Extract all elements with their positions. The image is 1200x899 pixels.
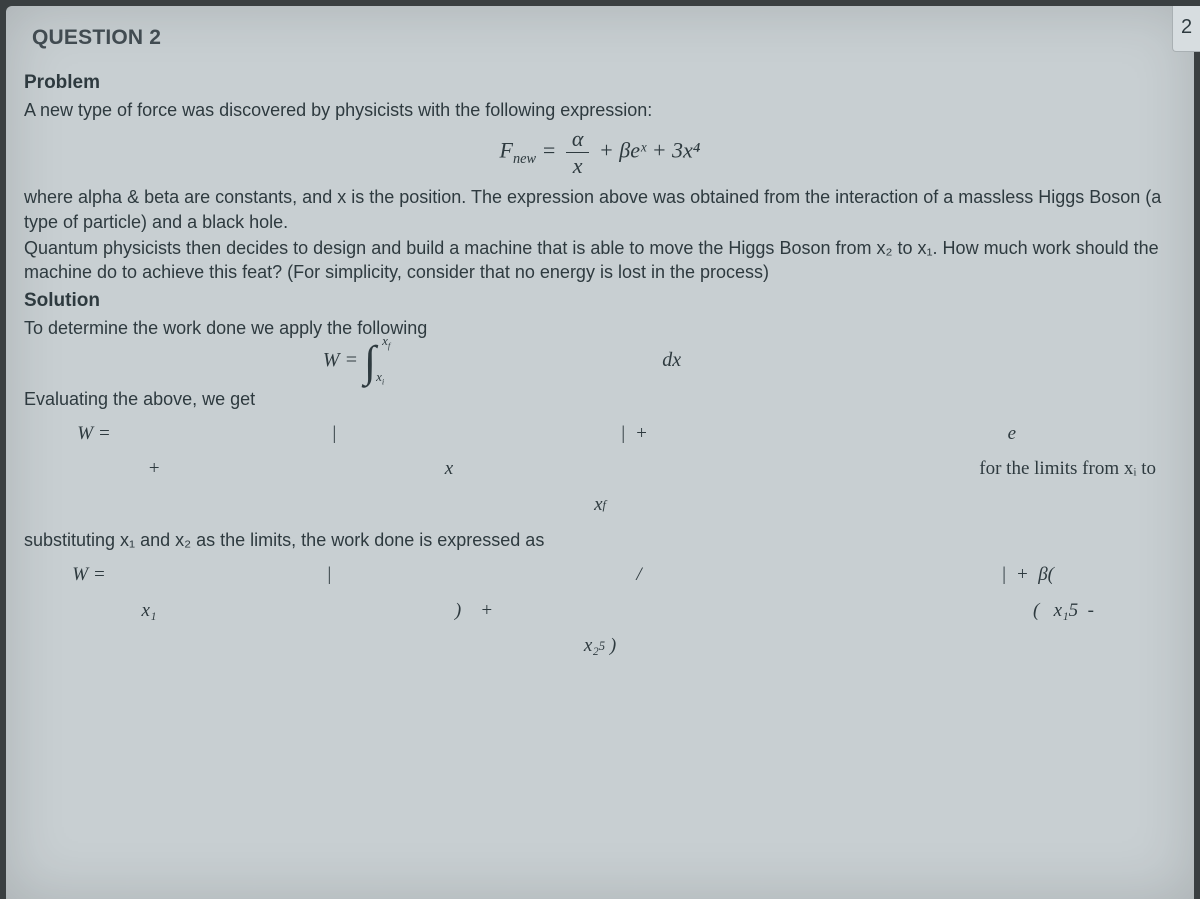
force-lhs-sub: new: [513, 151, 536, 167]
eval-r3-xf-base: x: [594, 492, 602, 518]
sub-r1-bar: |: [154, 562, 504, 588]
sub-r1-slash: /: [504, 562, 774, 588]
eval-r2-x: x: [284, 456, 614, 482]
sub-r1-weq: W =: [24, 562, 154, 588]
eval-r1-weq: W =: [24, 421, 164, 447]
eval-row-1: W = | | + e: [24, 421, 1176, 447]
sub-r3-closeparen: ): [605, 633, 616, 659]
work-equals: W =: [24, 347, 364, 374]
monitor-frame: 2 QUESTION 2 Problem A new type of force…: [0, 0, 1200, 899]
eval-r1-bar1: |: [164, 421, 504, 447]
sub-row-3: x₂5 ): [24, 633, 1176, 659]
page-corner-tag: 2: [1172, 6, 1200, 52]
sub-r2-x1: x₁: [24, 598, 274, 624]
sub-r2-x15: ( x₁5 -: [794, 598, 1124, 624]
solution-intro: To determine the work done we apply the …: [24, 316, 1176, 340]
sub-r2-paren-plus: ) +: [274, 598, 674, 624]
eval-r1-barplus: | +: [504, 421, 764, 447]
integral-lower-sub: i: [382, 377, 384, 387]
fraction-denominator: x: [566, 153, 590, 177]
problem-para-3: Quantum physicists then decides to desig…: [24, 236, 1176, 285]
question-number-heading: QUESTION 2: [32, 24, 1176, 52]
integral-sign-icon: ∫: [364, 349, 376, 375]
force-expression: Fnew = α x + βeˣ + 3x⁴: [24, 128, 1176, 177]
eval-r3-xf-sub: f: [603, 497, 606, 514]
work-integral-row: W = ∫ xf xi dx: [24, 344, 1176, 376]
eval-r2-plus: +: [24, 456, 284, 482]
solution-heading: Solution: [24, 288, 1176, 314]
eval-r2-limits-text: for the limits from xᵢ to: [874, 456, 1174, 482]
force-lhs-base: F: [500, 138, 513, 163]
integral-upper-sub: f: [388, 341, 390, 351]
eval-row-3: xf: [24, 492, 1176, 518]
question-screen: 2 QUESTION 2 Problem A new type of force…: [6, 6, 1194, 899]
fraction-alpha-over-x: α x: [566, 128, 590, 177]
equals-sign: =: [542, 138, 562, 163]
sub-r1-betaopen: | + β(: [774, 562, 1094, 588]
eval-r1-e: e: [764, 421, 1044, 447]
sub-row-2: x₁ ) + ( x₁5 -: [24, 598, 1176, 624]
problem-intro-text: A new type of force was discovered by ph…: [24, 98, 1176, 122]
eval-row-2: + x for the limits from xᵢ to: [24, 456, 1176, 482]
problem-heading: Problem: [24, 70, 1176, 96]
fraction-numerator: α: [566, 128, 590, 153]
integrand-blank[interactable]: [382, 349, 662, 371]
substituting-text: substituting x₁ and x₂ as the limits, th…: [24, 528, 1176, 552]
dx-label: dx: [662, 347, 681, 374]
force-tail: + βeˣ + 3x⁴: [599, 138, 701, 163]
problem-para-2: where alpha & beta are constants, and x …: [24, 185, 1176, 234]
sub-r3-x2: x₂: [584, 633, 599, 659]
evaluating-text: Evaluating the above, we get: [24, 387, 1176, 411]
sub-row-1: W = | / | + β(: [24, 562, 1176, 588]
